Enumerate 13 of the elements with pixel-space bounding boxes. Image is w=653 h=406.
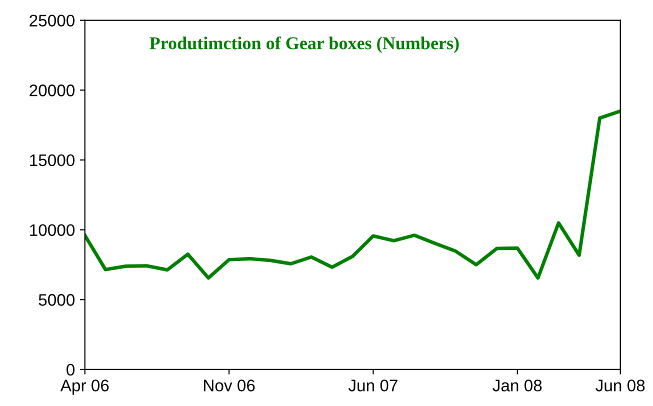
x-tick-label: Jun 08 xyxy=(596,380,645,392)
y-tick-label: 20000 xyxy=(30,84,75,96)
y-tick-label: 25000 xyxy=(30,14,75,27)
x-tick-label: Apr 06 xyxy=(60,380,109,395)
y-tick-label: 0 xyxy=(66,364,75,376)
x-tick-label: Nov 06 xyxy=(204,380,255,392)
y-tick-label: 15000 xyxy=(30,154,75,166)
y-tick-label: 5000 xyxy=(38,294,75,306)
y-tick-label: 10000 xyxy=(30,224,75,236)
text: Produtimction of Gear boxes (Numbers) xyxy=(150,36,459,54)
line-series xyxy=(84,109,620,280)
x-tick-label: Jan 08 xyxy=(492,380,542,392)
x-tick-label: Jun 07 xyxy=(348,380,398,392)
